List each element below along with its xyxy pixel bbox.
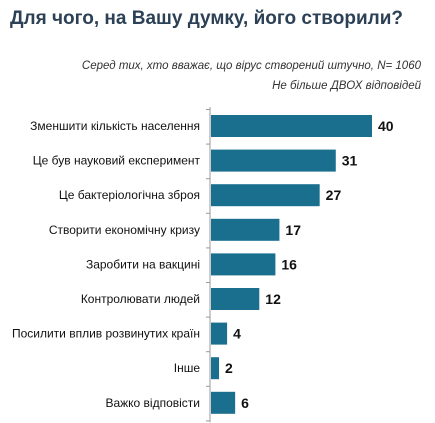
- category-label: Це бактеріологічна зброя: [59, 188, 200, 202]
- category-label: Створити економічну кризу: [49, 223, 200, 237]
- bar-value-label: 27: [326, 187, 342, 203]
- chart-title: Для чого, на Вашу думку, його створили?: [10, 8, 403, 29]
- chart-subtitle-sample: Серед тих, хто вважає, що вірус створени…: [81, 60, 421, 72]
- category-label: Контролювати людей: [81, 292, 200, 306]
- bar: [211, 184, 320, 207]
- bar: [211, 357, 220, 380]
- bar-value-label: 12: [265, 291, 281, 307]
- category-label: Посилити вплив розвинутих країн: [12, 327, 200, 341]
- bar-value-label: 40: [378, 118, 394, 134]
- bar: [211, 322, 228, 345]
- chart-subtitle-instruction: Не більше ДВОХ відповідей: [272, 80, 421, 92]
- category-label: Інше: [174, 361, 201, 375]
- bar: [211, 253, 276, 276]
- bar-value-label: 4: [233, 326, 241, 342]
- category-label: Важко відповісти: [105, 396, 200, 410]
- bar: [211, 391, 236, 414]
- category-label: Це був науковий експеримент: [33, 154, 201, 168]
- category-label: Зменшити кількість населення: [30, 119, 200, 133]
- bar-value-label: 17: [285, 222, 301, 238]
- bar: [211, 218, 280, 241]
- category-label: Заробити на вакцині: [86, 257, 200, 271]
- bar-value-label: 31: [342, 153, 358, 169]
- bar: [211, 288, 260, 310]
- bar: [211, 149, 336, 172]
- bar-value-label: 16: [281, 256, 297, 272]
- bar: [211, 115, 372, 137]
- bar-value-label: 6: [241, 395, 249, 411]
- bar-value-label: 2: [225, 360, 233, 376]
